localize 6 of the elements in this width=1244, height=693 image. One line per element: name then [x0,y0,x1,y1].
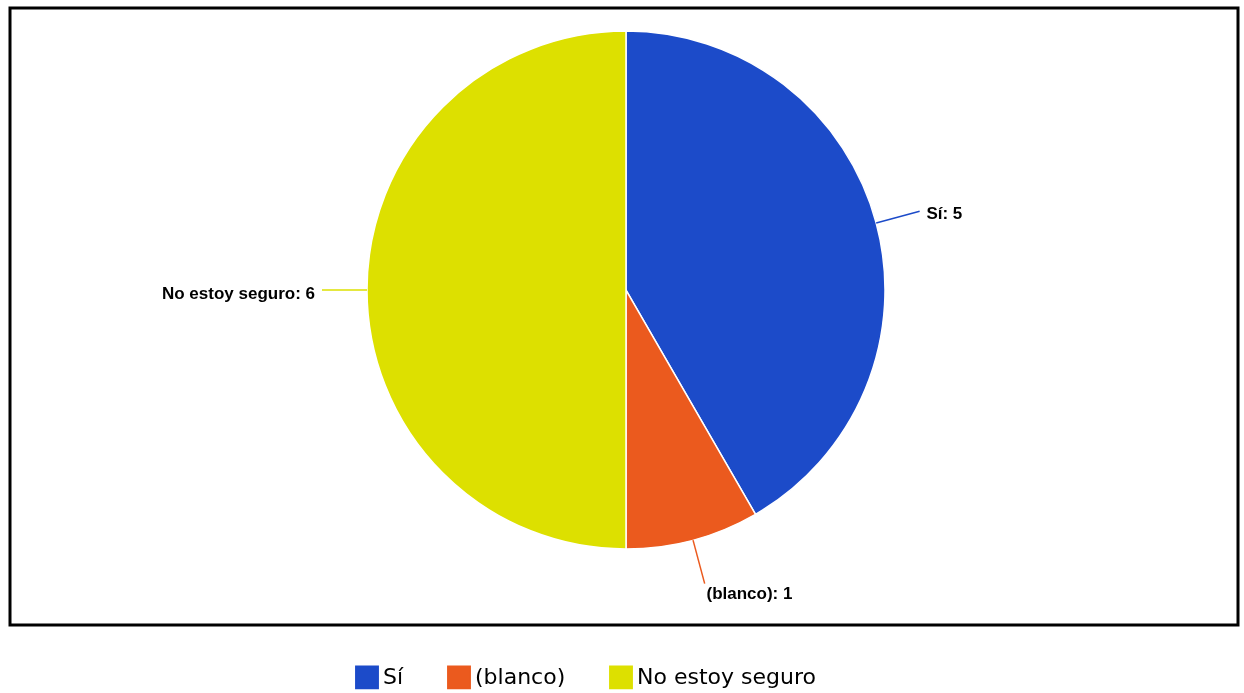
data-label: Sí: 5 [926,203,963,223]
legend-label: Sí [383,664,404,690]
data-label: (blanco): 1 [706,584,793,604]
legend-label: (blanco) [475,664,566,690]
legend-label: No estoy seguro [637,664,816,690]
data-label: No estoy seguro: 6 [161,284,315,303]
